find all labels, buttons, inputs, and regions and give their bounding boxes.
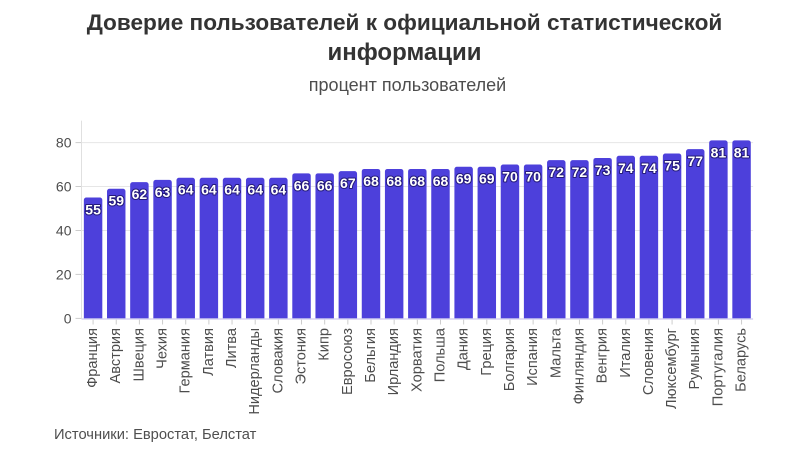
svg-text:74: 74	[618, 160, 634, 176]
svg-text:81: 81	[711, 144, 727, 160]
svg-text:Нидерланды: Нидерланды	[247, 328, 263, 415]
svg-text:59: 59	[108, 193, 124, 209]
svg-text:68: 68	[410, 173, 426, 189]
svg-text:66: 66	[317, 177, 333, 193]
svg-text:64: 64	[178, 182, 194, 198]
svg-text:70: 70	[525, 169, 541, 185]
svg-text:Италия: Италия	[618, 328, 634, 378]
svg-text:Эстония: Эстония	[294, 328, 310, 385]
svg-text:64: 64	[201, 182, 217, 198]
svg-text:Австрия: Австрия	[108, 328, 124, 383]
svg-text:74: 74	[641, 160, 657, 176]
svg-text:73: 73	[595, 162, 611, 178]
svg-text:Латвия: Латвия	[201, 328, 217, 376]
svg-text:66: 66	[294, 177, 310, 193]
svg-text:68: 68	[433, 173, 449, 189]
svg-text:Испания: Испания	[525, 328, 541, 386]
svg-text:Греция: Греция	[479, 328, 495, 376]
svg-text:69: 69	[479, 171, 495, 187]
svg-text:75: 75	[664, 158, 680, 174]
svg-text:Болгария: Болгария	[502, 328, 518, 391]
svg-text:68: 68	[363, 173, 379, 189]
svg-text:Словакия: Словакия	[270, 328, 286, 393]
svg-text:55: 55	[85, 202, 101, 218]
svg-text:Евросоюз: Евросоюз	[340, 328, 356, 395]
svg-text:Венгрия: Венгрия	[595, 328, 611, 383]
svg-text:64: 64	[247, 182, 263, 198]
svg-text:80: 80	[56, 135, 72, 151]
svg-text:Кипр: Кипр	[317, 328, 333, 361]
svg-text:72: 72	[548, 164, 564, 180]
svg-text:69: 69	[456, 171, 472, 187]
svg-text:Люксембург: Люксембург	[664, 328, 680, 409]
svg-text:67: 67	[340, 175, 356, 191]
svg-text:70: 70	[502, 169, 518, 185]
svg-text:60: 60	[56, 179, 72, 195]
svg-text:Бельгия: Бельгия	[363, 328, 379, 383]
svg-text:Словения: Словения	[641, 328, 657, 395]
svg-text:Чехия: Чехия	[155, 328, 171, 369]
svg-text:Мальта: Мальта	[548, 327, 564, 378]
svg-text:20: 20	[56, 266, 72, 282]
svg-text:Франция: Франция	[85, 328, 101, 388]
svg-text:64: 64	[224, 182, 240, 198]
svg-text:40: 40	[56, 223, 72, 239]
svg-text:Финляндия: Финляндия	[571, 328, 587, 404]
svg-text:Ирландия: Ирландия	[386, 328, 402, 395]
svg-text:Литва: Литва	[224, 327, 240, 368]
svg-text:81: 81	[734, 144, 750, 160]
svg-text:0: 0	[64, 310, 72, 326]
svg-text:Португалия: Португалия	[710, 328, 726, 406]
svg-text:Польша: Польша	[432, 327, 448, 382]
svg-text:77: 77	[687, 153, 703, 169]
svg-text:Румыния: Румыния	[687, 328, 703, 390]
svg-text:62: 62	[132, 186, 148, 202]
svg-text:63: 63	[155, 184, 171, 200]
svg-text:Дания: Дания	[456, 328, 472, 370]
svg-text:Хорватия: Хорватия	[409, 328, 425, 392]
svg-text:Германия: Германия	[178, 328, 194, 393]
svg-text:Швеция: Швеция	[131, 328, 147, 382]
svg-text:64: 64	[271, 182, 287, 198]
svg-text:72: 72	[572, 164, 588, 180]
svg-text:Беларусь: Беларусь	[734, 328, 750, 392]
svg-text:68: 68	[386, 173, 402, 189]
